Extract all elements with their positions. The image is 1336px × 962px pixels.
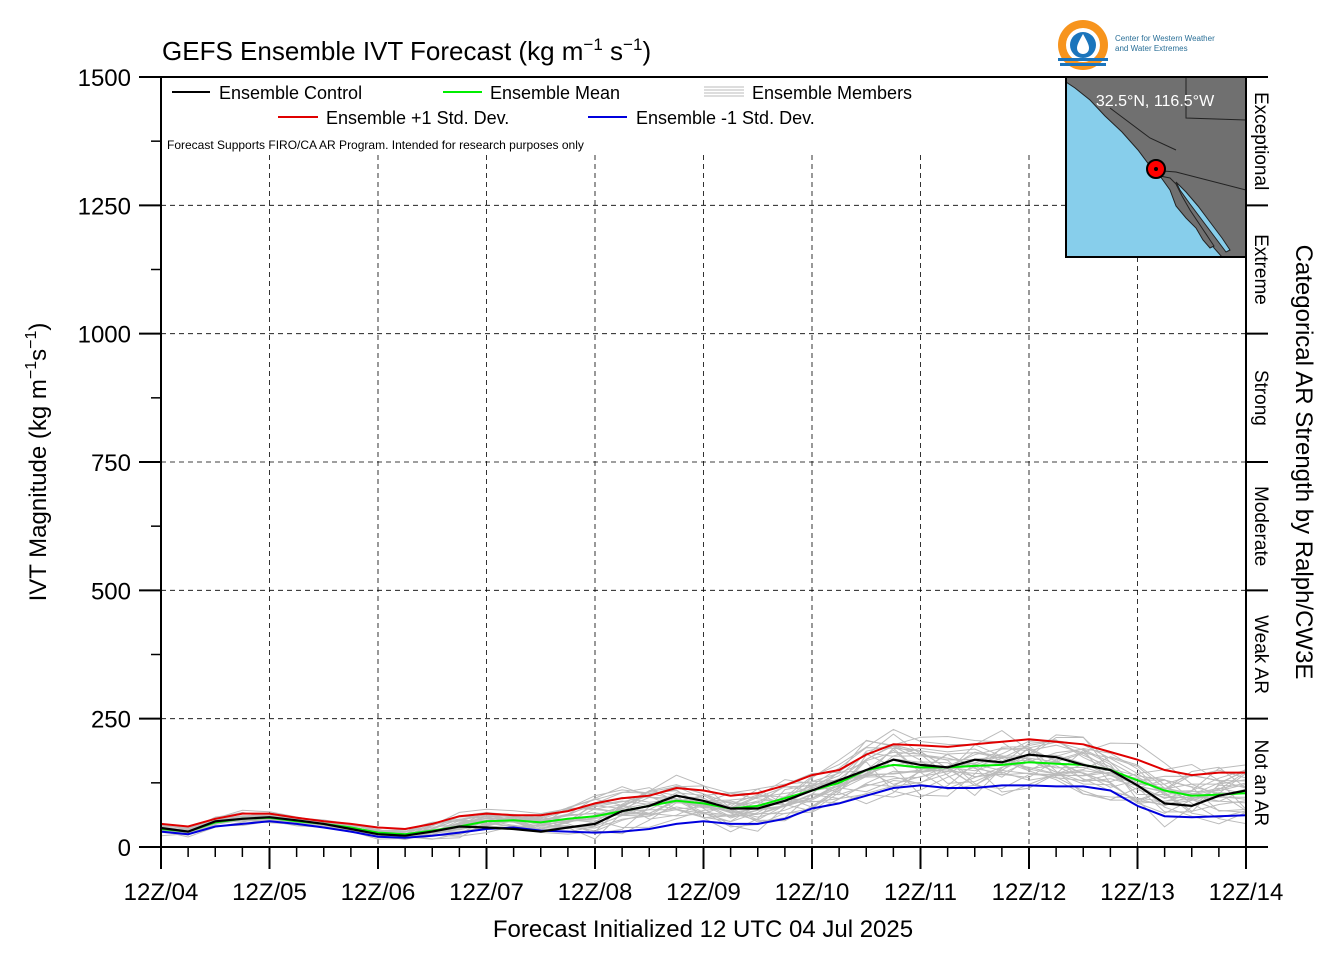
- legend-label-plus-sd: Ensemble +1 Std. Dev.: [326, 108, 509, 128]
- legend-label-mean: Ensemble Mean: [490, 83, 620, 103]
- category-label: Weak AR: [1250, 615, 1271, 694]
- y-axis-label-exp1: −1: [23, 361, 40, 379]
- x-tick-label: 12Z/13: [1100, 879, 1175, 906]
- category-axis: Not an AR Weak AR Moderate Strong Extreme Exc…: [1246, 76, 1271, 848]
- x-tick-label: 12Z/14: [1209, 879, 1284, 906]
- category-label: Moderate: [1250, 486, 1271, 566]
- legend-label-members: Ensemble Members: [752, 83, 912, 103]
- series-group: [161, 738, 1246, 839]
- inset-label: 32.5°N, 116.5°W: [1096, 93, 1215, 110]
- ensemble-member-line: [161, 733, 1246, 837]
- chart-title-end: ): [642, 36, 651, 66]
- ensemble-member-line: [161, 747, 1246, 835]
- y-axis-label-mid: s: [25, 349, 52, 361]
- inset-baja: [1158, 175, 1215, 249]
- cw3e-logo: Center for Western Weather and Water Ext…: [1058, 20, 1215, 70]
- ensemble-member-line: [161, 728, 1246, 832]
- location-marker-center: [1154, 167, 1158, 171]
- legend-label-minus-sd: Ensemble -1 Std. Dev.: [636, 108, 815, 128]
- series-line-control: [161, 753, 1246, 837]
- x-axis-label: Forecast Initialized 12 UTC 04 Jul 2025: [493, 916, 913, 943]
- category-label: Strong: [1250, 370, 1271, 426]
- x-tick-label: 12Z/09: [666, 879, 741, 906]
- y-axis-label-exp2: −1: [23, 330, 40, 348]
- inset-gulf: [1175, 181, 1231, 253]
- ensemble-member-line: [161, 740, 1246, 837]
- x-tick-label: 12Z/10: [775, 879, 850, 906]
- chart-title-mid: s: [603, 36, 623, 66]
- research-note: Forecast Supports FIRO/CA AR Program. In…: [167, 138, 584, 152]
- ensemble-member-line: [161, 739, 1246, 834]
- grid-lines: [161, 155, 1246, 847]
- y-axis-label-main: IVT Magnitude (kg m: [25, 379, 52, 601]
- ensemble-member-line: [161, 755, 1246, 838]
- chart-title: GEFS Ensemble IVT Forecast (kg m−1 s−1): [162, 35, 651, 66]
- ensemble-member-line: [161, 747, 1246, 841]
- legend-swatch-members: [704, 86, 744, 97]
- chart-title-exp2: −1: [623, 35, 642, 54]
- x-axis: 12Z/04 12Z/05 12Z/06 12Z/07 12Z/08 12Z/09 12Z/…: [124, 847, 1284, 906]
- x-tick-label: 12Z/04: [124, 879, 199, 906]
- category-label: Exceptional: [1250, 92, 1271, 190]
- y-tick-label: 1000: [78, 322, 131, 349]
- ensemble-member-line: [161, 747, 1246, 840]
- y-tick-label: 0: [118, 835, 131, 862]
- inset-state-line: [1185, 77, 1246, 121]
- inset-frame: [1065, 76, 1247, 258]
- category-label: Not an AR: [1250, 740, 1271, 827]
- ensemble-member-line: [161, 740, 1246, 835]
- x-tick-label: 12Z/08: [558, 879, 633, 906]
- y-tick-label: 250: [91, 707, 131, 734]
- x-tick-label: 12Z/06: [341, 879, 416, 906]
- y-tick-label: 750: [91, 450, 131, 477]
- series-line-plus-sd: [161, 738, 1246, 831]
- y-axis: 0 250 500 750 1000 1250 1500: [78, 65, 161, 862]
- x-tick-label: 12Z/11: [884, 879, 957, 906]
- category-label: Extreme: [1250, 234, 1271, 305]
- y-tick-label: 500: [91, 578, 131, 605]
- y-axis-label-end: ): [25, 323, 52, 331]
- x-tick-label: 12Z/05: [232, 879, 307, 906]
- logo-text-line2: and Water Extremes: [1115, 44, 1188, 53]
- chart-title-main: GEFS Ensemble IVT Forecast (kg m: [162, 36, 583, 66]
- x-tick-label: 12Z/07: [449, 879, 524, 906]
- inset-map: 32.5°N, 116.5°W: [1065, 76, 1247, 258]
- chart-title-exp1: −1: [583, 35, 602, 54]
- series-line-minus-sd: [161, 784, 1246, 839]
- ensemble-member-line: [161, 761, 1246, 836]
- y-tick-label: 1250: [78, 193, 131, 220]
- y-tick-label: 1500: [78, 65, 131, 92]
- right-axis-label: Categorical AR Strength by Ralph/CW3E: [1290, 245, 1317, 680]
- legend-label-control: Ensemble Control: [219, 83, 362, 103]
- y-axis-label: IVT Magnitude (kg m−1s−1): [23, 323, 52, 602]
- legend: Ensemble Control Ensemble Mean Ensemble …: [172, 83, 912, 128]
- logo-text-line1: Center for Western Weather: [1115, 34, 1215, 43]
- x-tick-label: 12Z/12: [992, 879, 1067, 906]
- ensemble-member-line: [161, 749, 1246, 840]
- series-line-mean: [161, 761, 1246, 836]
- inset-state-line-2: [1109, 107, 1177, 151]
